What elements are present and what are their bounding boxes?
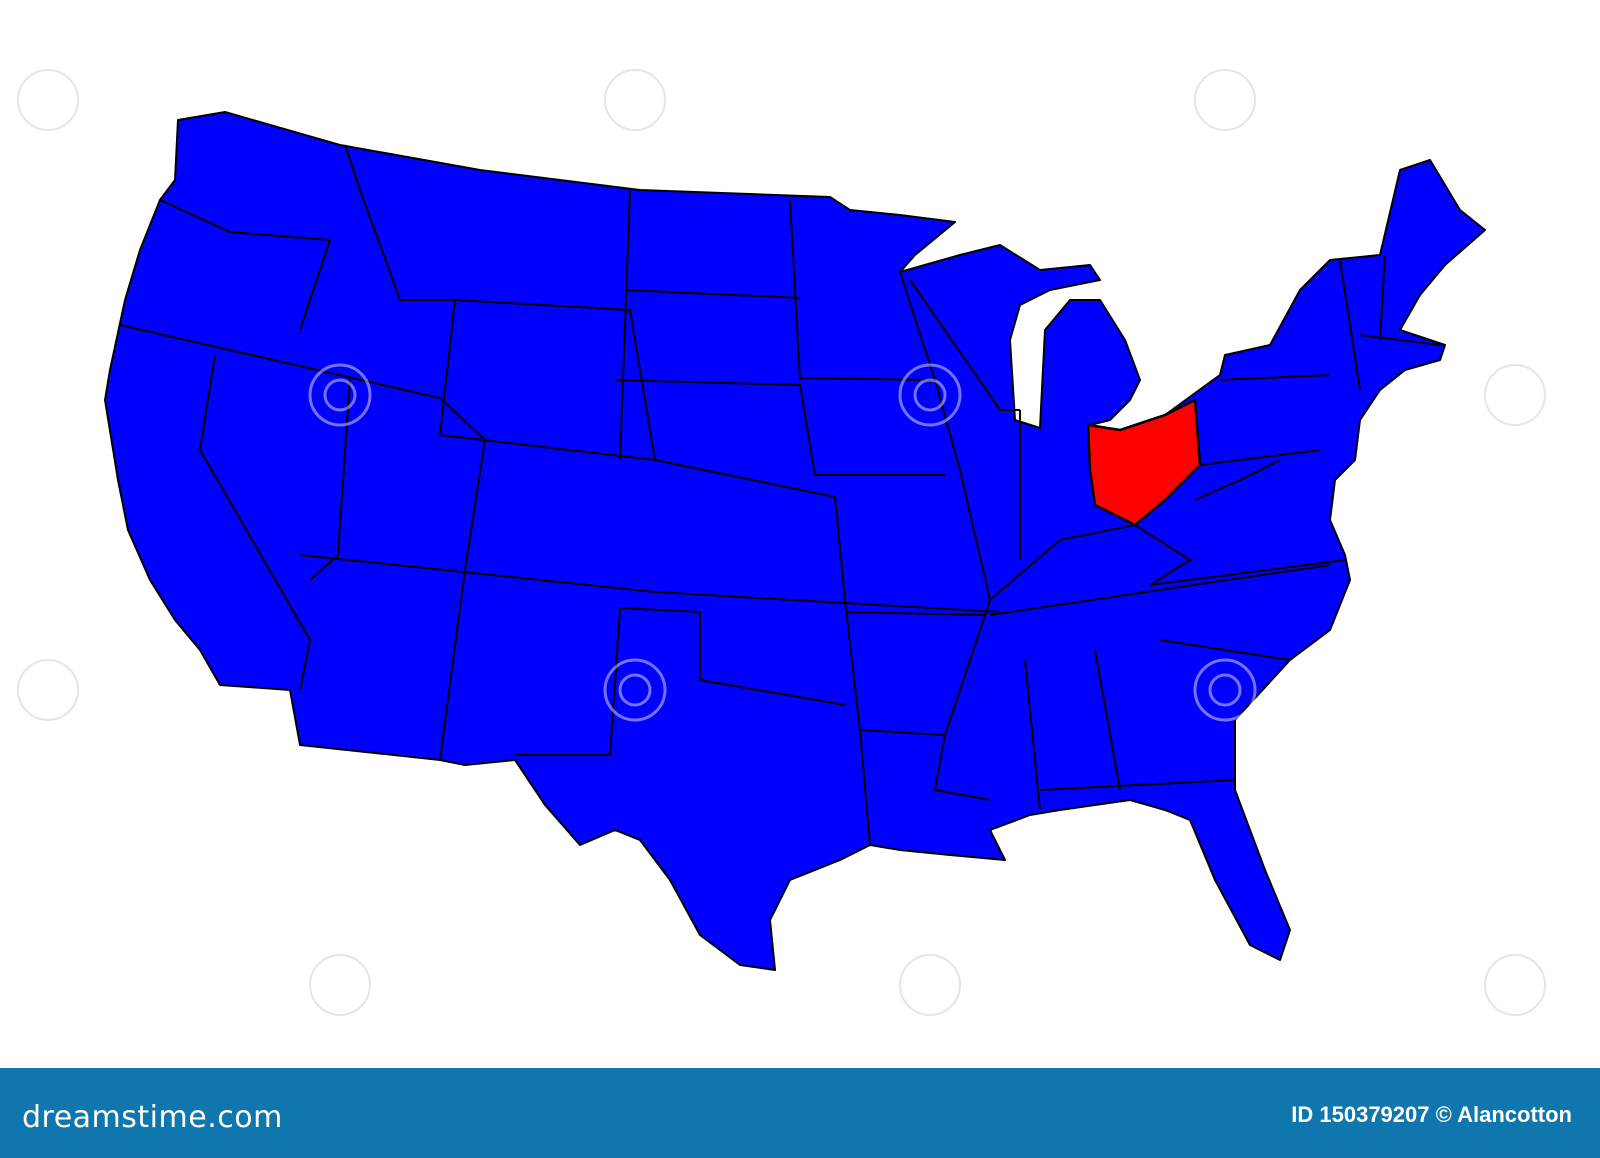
brand-logo[interactable]: dreamstime.com — [22, 1100, 283, 1135]
state-borders — [119, 144, 1441, 846]
image-credit: ID 150379207 © Alancotton — [1291, 1102, 1572, 1127]
us-map — [17, 69, 1546, 1016]
ohio-state-highlight — [1086, 398, 1202, 527]
us-outline — [104, 111, 1486, 971]
watermark-spirals — [17, 69, 1546, 1016]
footer-bar: dreamstime.com ID 150379207 © Alancotton — [0, 1068, 1600, 1158]
